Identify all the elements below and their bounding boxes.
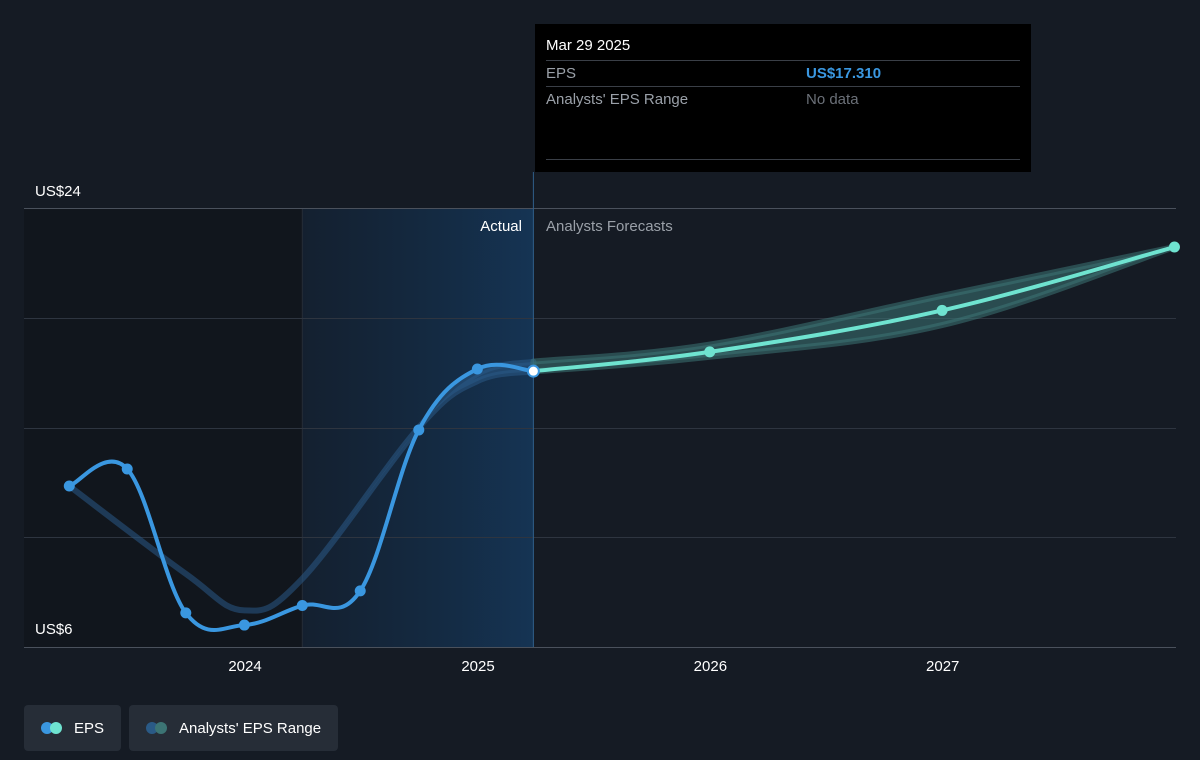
eps-legend-swatch-icon: [41, 722, 62, 734]
tooltip-date: Mar 29 2025: [546, 37, 631, 54]
analyst-range-band-forecast: [530, 244, 1178, 375]
actual-section-label: Actual: [480, 218, 522, 235]
eps-actual-point: [296, 600, 308, 612]
y-axis-max-label: US$24: [35, 183, 81, 200]
eps-forecast-point: [1168, 241, 1180, 253]
legend-range-label: Analysts' EPS Range: [179, 719, 322, 737]
past-region: [24, 208, 303, 647]
eps-actual-point: [238, 619, 250, 631]
eps-actual-point: [413, 424, 425, 436]
range-forecast-dot-icon: [155, 722, 168, 734]
forecast-section-label: Analysts Forecasts: [546, 218, 673, 235]
eps-forecast-point: [704, 346, 716, 358]
x-tick-label: 2024: [228, 658, 261, 675]
eps-forecast-line: [531, 245, 1177, 374]
eps-actual-point: [180, 607, 192, 619]
chart-legend: EPS Analysts' EPS Range: [24, 705, 339, 751]
x-tick-label: 2027: [926, 658, 959, 675]
range-legend-swatch-icon: [146, 722, 168, 734]
x-tick-label: 2025: [461, 658, 494, 675]
tooltip-eps-label: EPS: [546, 65, 577, 82]
legend-item-eps-range[interactable]: Analysts' EPS Range: [129, 705, 339, 751]
eps-actual-point: [471, 363, 483, 375]
tooltip-eps-value: US$17.310: [806, 65, 882, 82]
eps-forecast-point: [936, 304, 948, 316]
tooltip-divider: [546, 159, 1020, 160]
legend-item-eps[interactable]: EPS: [24, 705, 122, 751]
tooltip-row-range: Analysts' EPS Range No data: [546, 86, 1020, 112]
tooltip-range-label: Analysts' EPS Range: [546, 91, 689, 108]
tooltip-range-value: No data: [806, 91, 859, 108]
x-tick-label: 2026: [694, 658, 727, 675]
hover-tooltip: Mar 29 2025 EPS US$17.310 Analysts' EPS …: [535, 24, 1031, 172]
eps-actual-point: [63, 480, 75, 492]
eps-actual-point: [354, 585, 366, 597]
eps-forecast-dot-icon: [50, 722, 62, 734]
y-axis-min-label: US$6: [35, 621, 73, 638]
eps-actual-point: [121, 463, 133, 475]
tooltip-row-eps: EPS US$17.310: [546, 60, 1020, 86]
hovered-eps-point: [526, 364, 540, 378]
legend-eps-label: EPS: [74, 719, 105, 737]
